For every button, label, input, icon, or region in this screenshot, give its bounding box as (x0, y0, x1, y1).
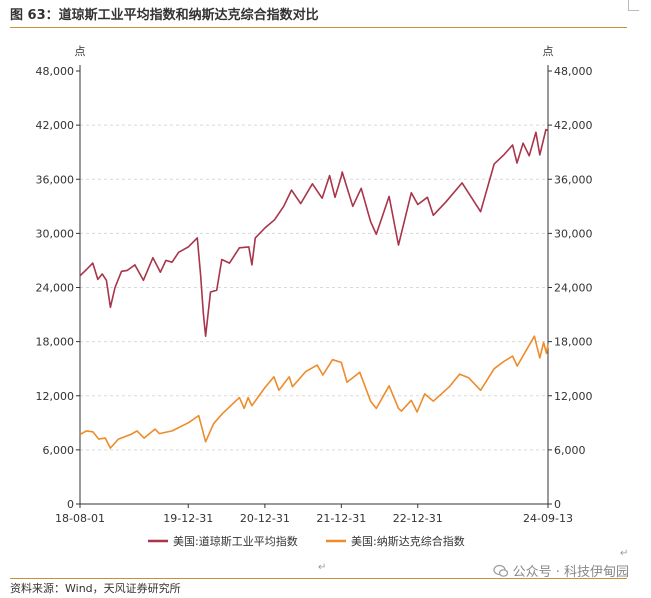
axes: 0 0 6,000 6,000 12,000 12,000 18,000 18,000 24,0… (36, 65, 593, 525)
paragraph-mark: ↵ (318, 562, 327, 573)
paragraph-mark: ↵ (620, 548, 629, 559)
left-unit-label: 点 (75, 45, 86, 58)
y-tick-label-right: 24,000 (554, 282, 593, 295)
footer-rule (10, 578, 627, 579)
y-tick-label-left: 30,000 (36, 227, 75, 240)
y-tick-label-left: 12,000 (36, 390, 75, 403)
y-tick-label-left: 6,000 (43, 444, 75, 457)
y-tick-label-right: 6,000 (554, 444, 586, 457)
nasdaq-line (79, 335, 549, 449)
legend-label: 美国:纳斯达克综合指数 (351, 534, 465, 548)
y-tick-label-right: 48,000 (554, 65, 593, 78)
dow-jones-line (79, 128, 549, 337)
x-tick-label: 18-08-01 (55, 512, 105, 525)
legend: 美国:道琼斯工业平均指数 美国:纳斯达克综合指数 (148, 534, 465, 548)
title-underline (10, 27, 627, 28)
y-tick-label-right: 36,000 (554, 173, 593, 186)
wechat-logo-icon (492, 564, 508, 577)
y-tick-label-right: 0 (554, 498, 561, 511)
x-tick-label: 24-09-13 (523, 512, 573, 525)
x-tick-label: 20-12-31 (240, 512, 290, 525)
legend-label: 美国:道琼斯工业平均指数 (173, 534, 298, 548)
x-tick-label: 22-12-31 (393, 512, 443, 525)
x-tick-label: 21-12-31 (316, 512, 366, 525)
y-tick-label-right: 30,000 (554, 227, 593, 240)
right-unit-label: 点 (543, 45, 554, 58)
series-lines (79, 128, 549, 449)
source-note: 资料来源：Wind，天风证券研究所 (10, 582, 181, 595)
y-tick-label-left: 0 (67, 498, 74, 511)
y-tick-label-left: 36,000 (36, 173, 75, 186)
y-tick-label-right: 12,000 (554, 390, 593, 403)
dual-axis-line-chart: 0 0 6,000 6,000 12,000 12,000 18,000 18,000 24,0… (36, 45, 593, 548)
y-tick-label-left: 48,000 (36, 65, 75, 78)
watermark-text: 公众号 · 科技伊甸园 (512, 565, 629, 580)
y-tick-label-left: 42,000 (36, 119, 75, 132)
x-tick-label: 19-12-31 (163, 512, 213, 525)
y-tick-label-right: 42,000 (554, 119, 593, 132)
gridlines (80, 124, 548, 451)
figure-title: 图 63：道琼斯工业平均指数和纳斯达克综合指数对比 (10, 8, 319, 23)
watermark: 公众号 · 科技伊甸园 (492, 561, 629, 580)
y-tick-label-left: 18,000 (36, 336, 75, 349)
y-tick-label-left: 24,000 (36, 282, 75, 295)
y-tick-label-right: 18,000 (554, 336, 593, 349)
corner-crop-mark (628, 0, 639, 11)
